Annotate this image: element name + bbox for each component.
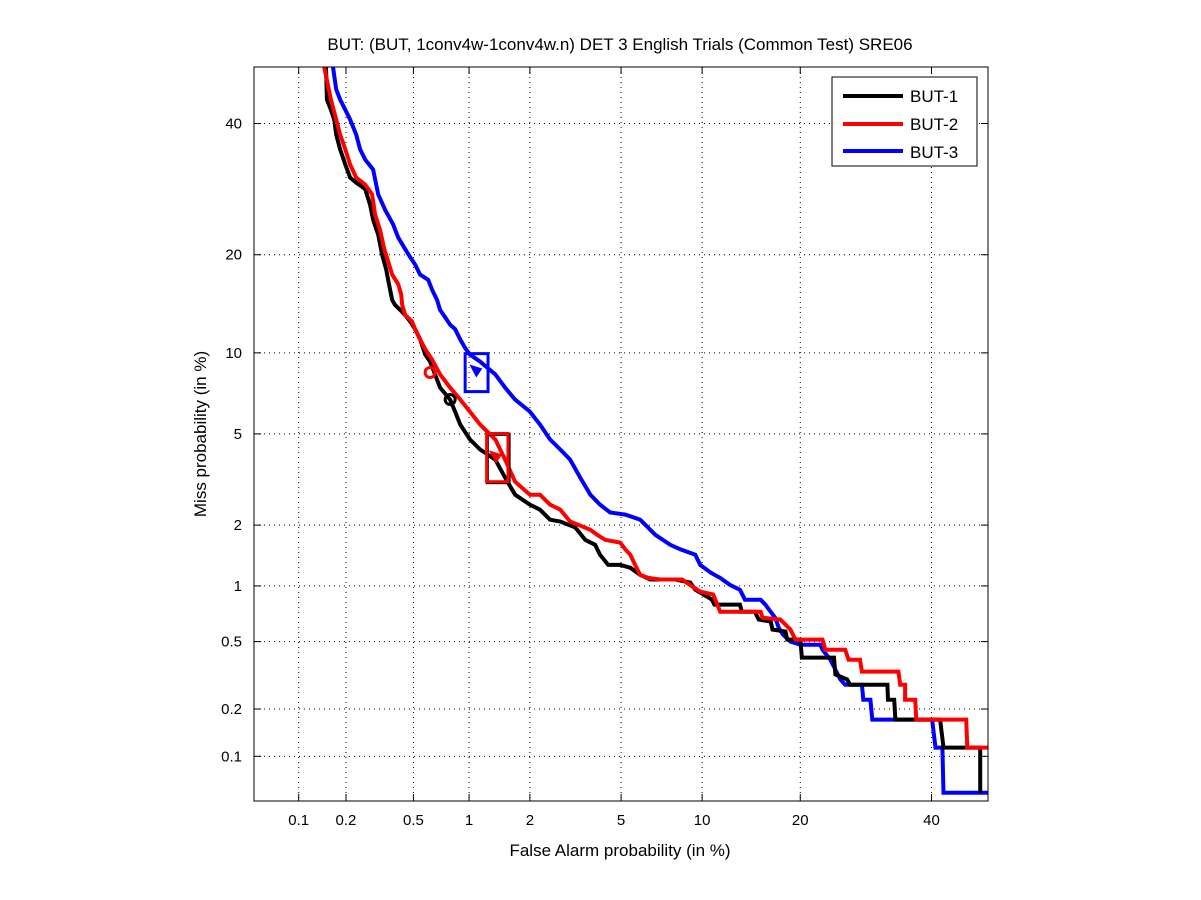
y-tick-label: 1 bbox=[234, 578, 242, 595]
y-tick-label: 40 bbox=[225, 116, 242, 133]
y-tick-label: 10 bbox=[225, 345, 242, 362]
x-tick-label: 0.5 bbox=[403, 812, 424, 829]
act-dcf-marker-but-2 bbox=[423, 366, 437, 380]
x-axis-label: False Alarm probability (in %) bbox=[509, 841, 730, 860]
confidence-box-but-3 bbox=[463, 352, 490, 394]
x-tick-label: 5 bbox=[617, 812, 625, 829]
y-tick-label: 0.5 bbox=[221, 634, 242, 651]
legend: BUT-1 BUT-2 BUT-3 bbox=[831, 76, 978, 167]
x-tick-label: 0.1 bbox=[288, 812, 309, 829]
x-tick-label: 2 bbox=[526, 812, 534, 829]
act-dcf-marker-but-1 bbox=[443, 393, 457, 407]
chart-title: BUT: (BUT, 1conv4w-1conv4w.n) DET 3 Engl… bbox=[327, 35, 912, 54]
y-tick-label: 0.2 bbox=[221, 701, 242, 718]
x-tick-label: 20 bbox=[792, 812, 809, 829]
x-tick-label: 40 bbox=[923, 812, 940, 829]
min-dcf-marker-but-2 bbox=[488, 450, 502, 464]
min-dcf-marker-but-3 bbox=[469, 364, 483, 378]
y-tick-label: 2 bbox=[234, 517, 242, 534]
legend-label-but-3: BUT-3 bbox=[910, 143, 958, 162]
y-axis-ticks: 0.1 0.2 0.5 1 2 5 10 20 40 bbox=[221, 116, 988, 765]
series-layer bbox=[322, 67, 988, 795]
series-line-but-1 bbox=[324, 67, 983, 793]
series-line-but-2 bbox=[322, 67, 988, 750]
confidence-box-but-2 bbox=[485, 431, 510, 484]
legend-label-but-1: BUT-1 bbox=[910, 87, 958, 106]
legend-label-but-2: BUT-2 bbox=[910, 115, 958, 134]
x-tick-label: 0.2 bbox=[336, 812, 357, 829]
y-tick-label: 20 bbox=[225, 247, 242, 264]
marker-layer bbox=[423, 352, 511, 485]
y-tick-label: 5 bbox=[234, 426, 242, 443]
y-axis-label: Miss probability (in %) bbox=[191, 351, 210, 517]
x-tick-label: 10 bbox=[694, 812, 711, 829]
y-tick-label: 0.1 bbox=[221, 748, 242, 765]
x-tick-label: 1 bbox=[465, 812, 473, 829]
x-axis-ticks: 0.1 0.2 0.5 1 2 5 10 20 40 bbox=[288, 67, 940, 829]
